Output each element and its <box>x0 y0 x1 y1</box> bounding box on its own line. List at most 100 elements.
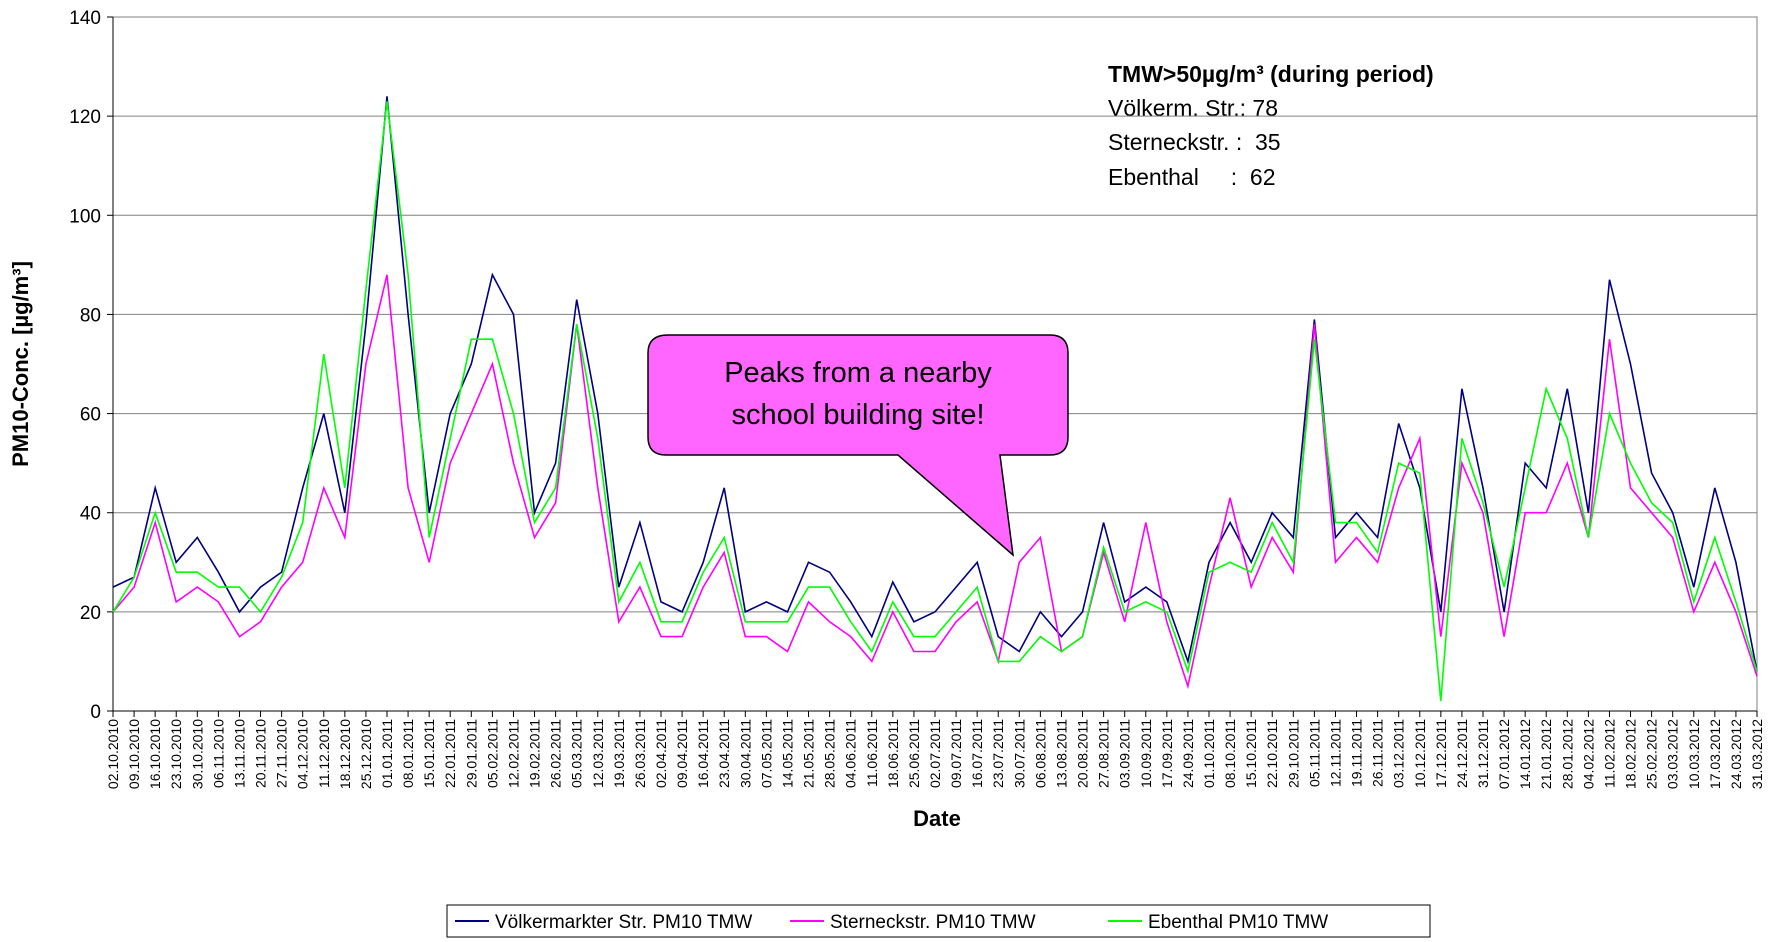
y-tick-label: 80 <box>80 305 101 326</box>
summary-line: Sterneckstr. : 35 <box>1108 129 1281 155</box>
callout-text: Peaks from a nearby <box>724 357 992 389</box>
x-tick-label: 08.10.2011 <box>1222 719 1238 788</box>
x-tick-label: 02.04.2011 <box>653 719 669 788</box>
x-tick-label: 10.03.2012 <box>1686 719 1702 789</box>
x-tick-label: 18.06.2011 <box>885 719 901 788</box>
x-tick-label: 13.08.2011 <box>1053 719 1069 788</box>
x-tick-label: 15.10.2011 <box>1243 719 1259 788</box>
x-tick-label: 10.09.2011 <box>1138 719 1154 788</box>
x-tick-label: 30.04.2011 <box>737 719 753 788</box>
x-tick-label: 20.11.2010 <box>253 719 269 788</box>
legend-label: Völkermarkter Str. PM10 TMW <box>495 912 752 933</box>
x-tick-label: 14.05.2011 <box>779 719 795 788</box>
x-tick-label: 08.01.2011 <box>400 719 416 788</box>
x-tick-label: 26.03.2011 <box>632 719 648 788</box>
x-axis-title: Date <box>913 806 961 831</box>
x-tick-label: 04.02.2012 <box>1580 719 1596 789</box>
y-tick-label: 100 <box>69 206 101 227</box>
x-tick-label: 05.02.2011 <box>484 719 500 788</box>
x-tick-label: 19.11.2011 <box>1349 719 1365 787</box>
x-tick-label: 11.06.2011 <box>864 719 880 787</box>
x-tick-label: 10.12.2011 <box>1412 719 1428 788</box>
x-tick-label: 12.02.2011 <box>505 719 521 788</box>
x-tick-label: 01.10.2011 <box>1201 719 1217 788</box>
x-tick-label: 25.06.2011 <box>906 719 922 788</box>
x-tick-label: 29.01.2011 <box>463 719 479 788</box>
x-tick-label: 12.11.2011 <box>1327 719 1343 787</box>
x-tick-label: 06.08.2011 <box>1032 719 1048 788</box>
x-tick-label: 24.12.2011 <box>1454 719 1470 788</box>
x-tick-label: 09.07.2011 <box>948 719 964 788</box>
x-tick-label: 03.12.2011 <box>1391 719 1407 788</box>
x-tick-label: 09.04.2011 <box>674 719 690 788</box>
x-tick-label: 03.03.2012 <box>1665 719 1681 789</box>
x-tick-label: 23.10.2010 <box>168 719 184 789</box>
x-tick-label: 30.10.2010 <box>189 719 205 789</box>
summary-line: Ebenthal : 62 <box>1108 164 1276 190</box>
x-tick-label: 27.08.2011 <box>1096 719 1112 788</box>
x-tick-label: 26.11.2011 <box>1370 719 1386 787</box>
x-tick-label: 03.09.2011 <box>1117 719 1133 788</box>
y-tick-label: 140 <box>69 8 101 29</box>
y-axis-title: PM10-Conc. [µg/m³] <box>8 261 33 467</box>
x-tick-label: 09.10.2010 <box>126 719 142 789</box>
x-tick-label: 24.09.2011 <box>1180 719 1196 788</box>
x-tick-label: 23.07.2011 <box>990 719 1006 788</box>
x-tick-label: 21.01.2012 <box>1538 719 1554 789</box>
x-tick-label: 28.05.2011 <box>822 719 838 788</box>
x-tick-label: 29.10.2011 <box>1285 719 1301 788</box>
x-tick-label: 04.12.2010 <box>295 719 311 789</box>
x-tick-label: 18.02.2012 <box>1623 719 1639 789</box>
callout-box <box>647 334 1069 557</box>
x-tick-label: 30.07.2011 <box>1011 719 1027 788</box>
y-tick-label: 40 <box>80 504 101 525</box>
x-tick-label: 18.12.2010 <box>337 719 353 789</box>
x-tick-label: 16.10.2010 <box>147 719 163 789</box>
x-tick-label: 11.12.2010 <box>316 719 332 788</box>
x-tick-label: 14.01.2012 <box>1517 719 1533 789</box>
summary-line: Völkerm. Str.: 78 <box>1108 95 1278 121</box>
plot: 0 20 40 60 80 100 120 140 02.10.2010 09.10.2010 16… <box>69 8 1765 789</box>
x-tick-label: 02.10.2010 <box>105 719 121 789</box>
x-tick-label: 17.03.2012 <box>1707 719 1723 789</box>
x-tick-label: 05.11.2011 <box>1306 719 1322 787</box>
x-tick-label: 19.03.2011 <box>611 719 627 788</box>
x-tick-label: 27.11.2010 <box>274 719 290 788</box>
x-tick-label: 26.02.2011 <box>548 719 564 788</box>
legend-label: Ebenthal PM10 TMW <box>1148 912 1328 933</box>
x-tick-label: 17.09.2011 <box>1159 719 1175 788</box>
x-tick-label: 16.07.2011 <box>969 719 985 788</box>
y-tick-label: 20 <box>80 603 101 624</box>
legend-items: Völkermarkter Str. PM10 TMW Sterneckstr. … <box>455 912 1328 933</box>
x-tick-label: 25.12.2010 <box>358 719 374 789</box>
x-tick-label: 19.02.2011 <box>527 719 543 788</box>
legend-label: Sterneckstr. PM10 TMW <box>830 912 1036 933</box>
y-tick-label: 0 <box>90 702 101 723</box>
x-tick-label: 05.03.2011 <box>569 719 585 788</box>
x-tick-label: 07.01.2012 <box>1496 719 1512 789</box>
summary-title: TMW>50µg/m³ (during period) <box>1108 61 1434 87</box>
x-tick-label: 23.04.2011 <box>716 719 732 788</box>
x-tick-label: 17.12.2011 <box>1433 719 1449 788</box>
x-tick-label: 22.10.2011 <box>1264 719 1280 788</box>
x-tick-label: 06.11.2010 <box>210 719 226 788</box>
y-tick-label: 60 <box>80 405 101 426</box>
x-tick-label: 07.05.2011 <box>758 719 774 788</box>
y-tick-label: 120 <box>69 107 101 128</box>
x-tick-label: 28.01.2012 <box>1559 719 1575 789</box>
x-tick-label: 16.04.2011 <box>695 719 711 788</box>
x-tick-label: 22.01.2011 <box>442 719 458 788</box>
callout-text: school building site! <box>731 399 984 431</box>
legend <box>446 904 1431 938</box>
x-tick-label: 21.05.2011 <box>801 719 817 788</box>
series-line <box>112 274 1758 690</box>
x-tick-label: 20.08.2011 <box>1075 719 1091 788</box>
series-line <box>112 96 1758 672</box>
x-tick-label: 11.02.2012 <box>1601 719 1617 788</box>
x-tick-label: 25.02.2012 <box>1644 719 1660 789</box>
x-tick-label: 24.03.2012 <box>1728 719 1744 789</box>
x-tick-label: 01.01.2011 <box>379 719 395 788</box>
x-tick-label: 13.11.2010 <box>231 719 247 788</box>
x-tick-label: 31.12.2011 <box>1475 719 1491 788</box>
